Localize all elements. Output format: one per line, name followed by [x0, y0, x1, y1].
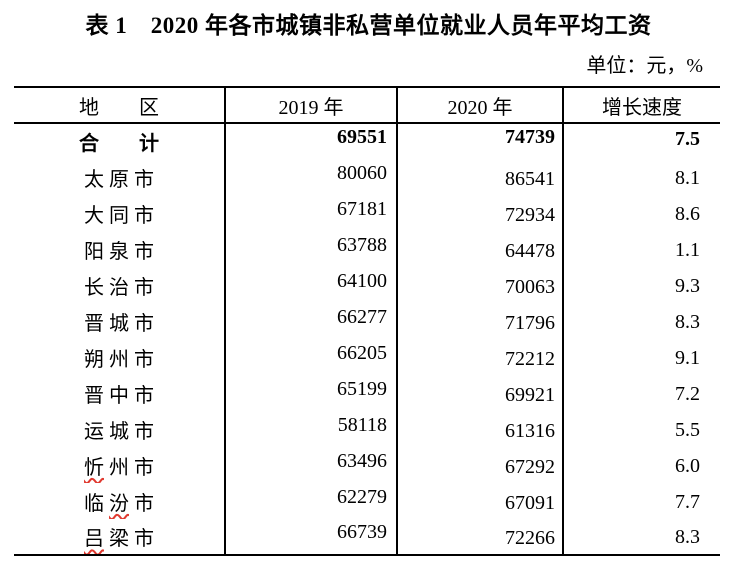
header-row: 地 区 2019 年 2020 年 增长速度 [14, 87, 720, 124]
growth-rate-cell: 8.1 [562, 159, 720, 195]
value-2020-cell: 69921 [396, 375, 563, 411]
region-cell: 合 计 [79, 133, 159, 155]
growth-rate-cell: 6.0 [562, 447, 720, 483]
region-cell: 忻 州 市 [84, 456, 154, 479]
value-2019-cell: 80060 [224, 159, 397, 195]
table-row: 太 原 市 80060 86541 8.1 [14, 159, 720, 195]
region-cell: 晋 中 市 [84, 384, 154, 407]
growth-rate-cell: 8.3 [562, 303, 720, 339]
value-2020-cell: 72212 [396, 339, 563, 375]
table-title: 表 1 2020 年各市城镇非私营单位就业人员年平均工资 [85, 13, 652, 38]
table-row: 晋 城 市 66277 71796 8.3 [14, 303, 720, 339]
value-2019-cell: 66205 [224, 339, 397, 375]
region-cell: 朔 州 市 [84, 348, 154, 371]
value-2019-cell: 64100 [224, 267, 397, 303]
column-header-2020: 2020 年 [396, 87, 563, 124]
value-2020-cell: 71796 [396, 303, 563, 339]
value-2020-cell: 86541 [396, 159, 563, 195]
unit-note: 单位：元，% [586, 55, 703, 77]
region-cell: 运 城 市 [84, 420, 154, 443]
table-row: 朔 州 市 66205 72212 9.1 [14, 339, 720, 375]
value-2019-cell: 65199 [224, 375, 397, 411]
table-row: 合 计 69551 74739 7.5 [14, 123, 720, 159]
value-2019-cell: 69551 [224, 123, 397, 159]
value-2020-cell: 67091 [396, 483, 563, 519]
value-2020-cell: 74739 [396, 123, 563, 159]
region-cell: 临 汾 市 [84, 492, 154, 515]
table-row: 运 城 市 58118 61316 5.5 [14, 411, 720, 447]
growth-rate-cell: 1.1 [562, 231, 720, 267]
table-row: 忻 州 市 63496 67292 6.0 [14, 447, 720, 483]
table-row: 晋 中 市 65199 69921 7.2 [14, 375, 720, 411]
value-2019-cell: 62279 [224, 483, 397, 519]
table-row: 大 同 市 67181 72934 8.6 [14, 195, 720, 231]
spellcheck-mark: 汾 [109, 492, 129, 515]
value-2020-cell: 72266 [396, 519, 563, 555]
value-2019-cell: 58118 [224, 411, 397, 447]
table-body: 合 计 69551 74739 7.5 太 原 市 80060 86541 8.… [14, 123, 720, 555]
region-cell: 长 治 市 [84, 276, 154, 299]
document-page: 表 1 2020 年各市城镇非私营单位就业人员年平均工资 单位：元，% 地 区 … [0, 12, 737, 578]
growth-rate-cell: 9.3 [562, 267, 720, 303]
table-row: 吕 梁 市 66739 72266 8.3 [14, 519, 720, 555]
growth-rate-cell: 8.6 [562, 195, 720, 231]
growth-rate-cell: 5.5 [562, 411, 720, 447]
growth-rate-cell: 7.5 [562, 123, 720, 159]
growth-rate-cell: 9.1 [562, 339, 720, 375]
region-cell: 晋 城 市 [84, 312, 154, 335]
spellcheck-mark: 吕 [84, 528, 104, 550]
table-header: 地 区 2019 年 2020 年 增长速度 [14, 87, 720, 124]
column-header-growth: 增长速度 [562, 87, 720, 124]
region-cell: 阳 泉 市 [84, 240, 154, 263]
value-2020-cell: 64478 [396, 231, 563, 267]
region-cell: 太 原 市 [84, 168, 154, 191]
value-2020-cell: 70063 [396, 267, 563, 303]
value-2020-cell: 67292 [396, 447, 563, 483]
growth-rate-cell: 7.7 [562, 483, 720, 519]
region-cell: 大 同 市 [84, 204, 154, 227]
wage-table: 地 区 2019 年 2020 年 增长速度 合 计 69551 74739 7… [14, 86, 720, 556]
region-cell: 吕 梁 市 [84, 528, 154, 550]
value-2019-cell: 66277 [224, 303, 397, 339]
value-2019-cell: 67181 [224, 195, 397, 231]
value-2019-cell: 63788 [224, 231, 397, 267]
table-row: 长 治 市 64100 70063 9.3 [14, 267, 720, 303]
column-header-2019: 2019 年 [224, 87, 397, 124]
table-row: 临 汾 市 62279 67091 7.7 [14, 483, 720, 519]
value-2019-cell: 63496 [224, 447, 397, 483]
value-2020-cell: 61316 [396, 411, 563, 447]
table-row: 阳 泉 市 63788 64478 1.1 [14, 231, 720, 267]
spellcheck-mark: 忻 [84, 456, 104, 479]
value-2019-cell: 66739 [224, 519, 397, 555]
column-header-region: 地 区 [14, 87, 225, 124]
value-2020-cell: 72934 [396, 195, 563, 231]
growth-rate-cell: 7.2 [562, 375, 720, 411]
growth-rate-cell: 8.3 [562, 519, 720, 555]
